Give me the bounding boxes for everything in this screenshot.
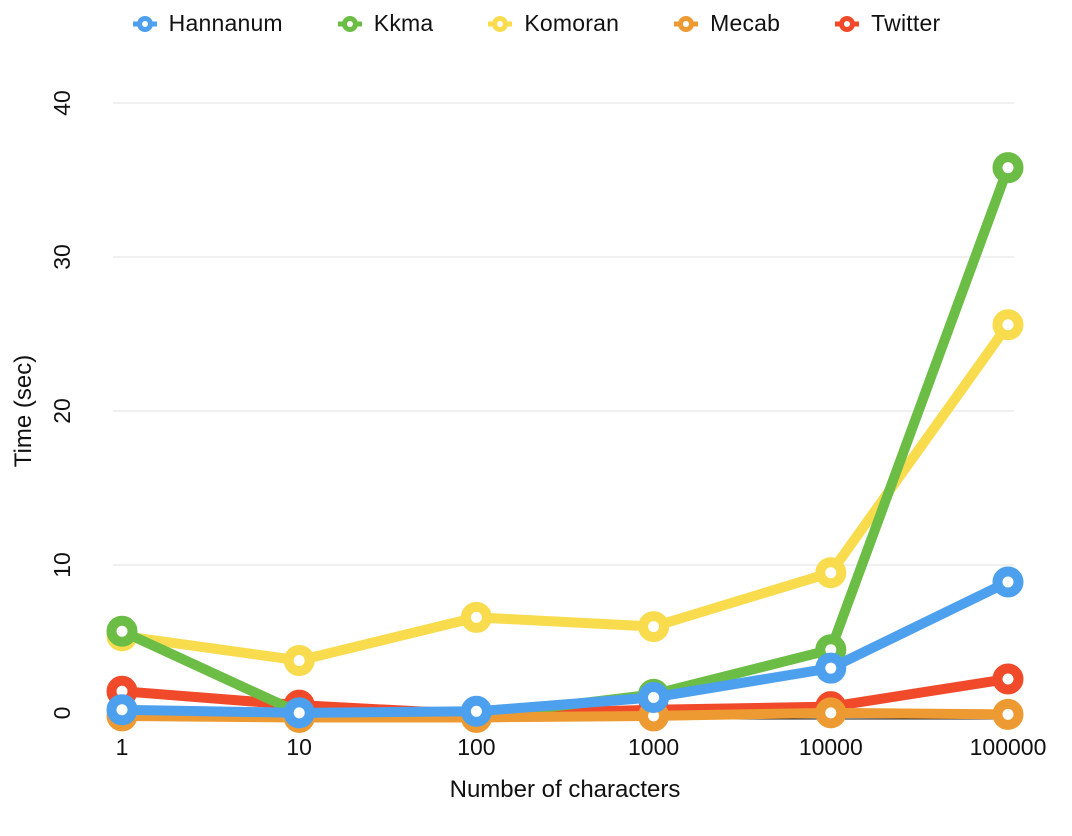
legend-label: Kkma	[373, 10, 434, 36]
data-point	[283, 644, 315, 676]
data-point	[106, 694, 138, 726]
series-line	[117, 576, 1013, 718]
legend-item-kkma: Kkma	[337, 10, 434, 37]
legend-marker-kkma-icon	[337, 15, 362, 32]
data-point	[815, 697, 847, 729]
legend-label: Mecab	[710, 10, 781, 36]
series-layer	[106, 152, 1024, 733]
legend-donut	[839, 15, 856, 32]
data-point	[992, 698, 1024, 730]
data-point	[460, 695, 492, 727]
legend-item-komoran: Komoran	[487, 10, 619, 37]
legend-marker-mecab-icon	[674, 15, 699, 32]
y-tick-label: 10	[49, 552, 75, 578]
x-tick-label: 10000	[799, 734, 863, 760]
chart-legend: Hannanum Kkma Komoran Mecab Twitter	[0, 10, 1072, 37]
legend-item-twitter: Twitter	[834, 10, 940, 37]
x-tick-label: 100	[457, 734, 495, 760]
axis-ticks: 0 10 20 30 40 1 10 100 1000 10000 100000	[49, 90, 1046, 760]
x-tick-label: 100000	[970, 734, 1047, 760]
y-tick-label: 20	[49, 398, 75, 424]
legend-marker-twitter-icon	[835, 15, 860, 32]
x-tick-label: 1000	[628, 734, 679, 760]
y-axis-title: Time (sec)	[10, 355, 37, 467]
legend-label: Komoran	[524, 10, 620, 36]
data-point	[992, 309, 1024, 341]
legend-label: Hannanum	[168, 10, 283, 36]
series-line	[117, 319, 1013, 666]
data-point	[638, 611, 670, 643]
data-point	[106, 615, 138, 647]
data-point	[992, 663, 1024, 695]
legend-donut	[341, 15, 358, 32]
series-hannanum	[106, 566, 1024, 729]
data-point	[815, 557, 847, 589]
x-tick-label: 10	[286, 734, 312, 760]
data-point	[815, 652, 847, 684]
legend-label: Twitter	[871, 10, 941, 36]
y-tick-label: 0	[49, 707, 75, 720]
series-komoran	[106, 309, 1024, 676]
data-point	[283, 697, 315, 729]
y-tick-label: 40	[49, 90, 75, 116]
legend-donut	[136, 15, 153, 32]
series-line	[117, 162, 1013, 721]
legend-item-mecab: Mecab	[673, 10, 780, 37]
x-axis-title: Number of characters	[450, 776, 681, 803]
legend-donut	[678, 15, 695, 32]
data-point	[460, 601, 492, 633]
legend-item-hannanum: Hannanum	[132, 10, 283, 37]
data-point	[992, 152, 1024, 184]
legend-marker-hannanum-icon	[132, 15, 157, 32]
data-point	[992, 566, 1024, 598]
x-tick-label: 1	[116, 734, 129, 760]
legend-marker-komoran-icon	[488, 15, 513, 32]
legend-donut	[492, 15, 509, 32]
y-tick-label: 30	[49, 244, 75, 270]
data-point	[638, 681, 670, 713]
